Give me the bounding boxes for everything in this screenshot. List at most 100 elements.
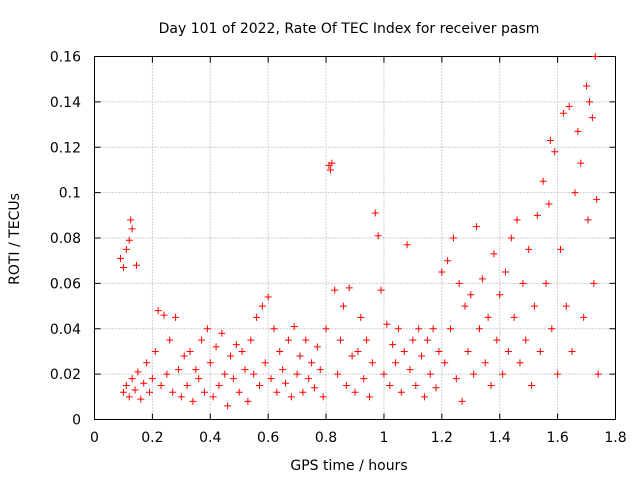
data-point bbox=[128, 225, 136, 233]
data-point bbox=[227, 352, 235, 360]
data-point bbox=[299, 388, 307, 396]
data-point bbox=[334, 370, 342, 378]
data-point bbox=[200, 388, 208, 396]
data-point bbox=[490, 250, 498, 258]
data-point bbox=[345, 284, 353, 292]
data-point bbox=[392, 359, 400, 367]
data-point bbox=[557, 245, 565, 253]
data-point bbox=[319, 393, 327, 401]
data-point bbox=[383, 320, 391, 328]
data-point bbox=[198, 336, 206, 344]
data-point bbox=[525, 245, 533, 253]
data-point bbox=[132, 261, 140, 269]
data-point bbox=[128, 375, 136, 383]
data-point bbox=[145, 388, 153, 396]
x-tick-label: 1.8 bbox=[604, 430, 626, 446]
data-point bbox=[140, 379, 148, 387]
data-point bbox=[337, 336, 345, 344]
data-point bbox=[232, 341, 240, 349]
data-point bbox=[513, 216, 521, 224]
data-point bbox=[574, 127, 582, 135]
data-point bbox=[276, 347, 284, 355]
data-point bbox=[255, 381, 263, 389]
data-point bbox=[594, 370, 602, 378]
x-axis-label: GPS time / hours bbox=[290, 458, 407, 474]
data-point bbox=[169, 388, 177, 396]
data-point bbox=[583, 82, 591, 90]
data-point bbox=[389, 341, 397, 349]
data-point bbox=[221, 370, 229, 378]
data-point bbox=[363, 336, 371, 344]
data-point bbox=[397, 388, 405, 396]
data-point bbox=[441, 359, 449, 367]
data-point bbox=[137, 395, 145, 403]
data-point bbox=[322, 325, 330, 333]
data-point bbox=[192, 366, 200, 374]
data-point bbox=[177, 393, 185, 401]
data-point bbox=[519, 279, 527, 287]
data-point bbox=[279, 366, 287, 374]
data-point bbox=[484, 313, 492, 321]
data-point bbox=[316, 366, 324, 374]
data-point bbox=[455, 279, 463, 287]
data-point bbox=[119, 263, 127, 271]
data-point bbox=[403, 241, 411, 249]
data-point bbox=[206, 359, 214, 367]
data-point bbox=[163, 370, 171, 378]
data-point bbox=[420, 393, 428, 401]
data-point bbox=[261, 359, 269, 367]
data-point bbox=[143, 359, 151, 367]
data-point bbox=[160, 311, 168, 319]
data-point bbox=[568, 347, 576, 355]
data-point bbox=[264, 293, 272, 301]
y-tick-label: 0.04 bbox=[50, 322, 81, 338]
data-point bbox=[250, 370, 258, 378]
data-point bbox=[467, 291, 475, 299]
y-tick-label: 0.12 bbox=[50, 140, 81, 156]
data-point bbox=[577, 159, 585, 167]
data-point bbox=[510, 313, 518, 321]
data-point bbox=[418, 352, 426, 360]
data-point bbox=[470, 370, 478, 378]
data-point bbox=[580, 313, 588, 321]
y-tick-label: 0 bbox=[72, 413, 81, 429]
data-point bbox=[432, 384, 440, 392]
y-tick-label: 0.16 bbox=[50, 50, 81, 66]
data-point bbox=[328, 159, 336, 167]
data-point bbox=[406, 366, 414, 374]
data-point bbox=[287, 393, 295, 401]
data-point bbox=[166, 336, 174, 344]
data-point bbox=[539, 177, 547, 185]
data-point bbox=[415, 325, 423, 333]
x-tick-label: 0.6 bbox=[257, 430, 279, 446]
data-point bbox=[475, 325, 483, 333]
data-point bbox=[590, 279, 598, 287]
data-point bbox=[238, 347, 246, 355]
data-point bbox=[591, 53, 599, 60]
y-tick-label: 0.14 bbox=[50, 95, 81, 111]
data-point bbox=[117, 254, 125, 262]
data-point bbox=[464, 347, 472, 355]
data-point bbox=[125, 236, 133, 244]
data-point bbox=[530, 302, 538, 310]
data-point bbox=[293, 370, 301, 378]
data-point bbox=[496, 291, 504, 299]
data-point bbox=[493, 336, 501, 344]
data-point bbox=[507, 234, 515, 242]
data-point bbox=[452, 375, 460, 383]
data-point bbox=[374, 232, 382, 240]
x-tick-label: 1.4 bbox=[489, 430, 511, 446]
data-point bbox=[522, 336, 530, 344]
data-point bbox=[180, 352, 188, 360]
data-points bbox=[117, 53, 602, 410]
data-point bbox=[331, 286, 339, 294]
data-point bbox=[444, 257, 452, 265]
data-point bbox=[339, 302, 347, 310]
data-point bbox=[368, 359, 376, 367]
data-point bbox=[195, 375, 203, 383]
data-point bbox=[267, 375, 275, 383]
data-point bbox=[400, 347, 408, 355]
data-point bbox=[313, 343, 321, 351]
data-point bbox=[122, 381, 130, 389]
data-point bbox=[435, 347, 443, 355]
